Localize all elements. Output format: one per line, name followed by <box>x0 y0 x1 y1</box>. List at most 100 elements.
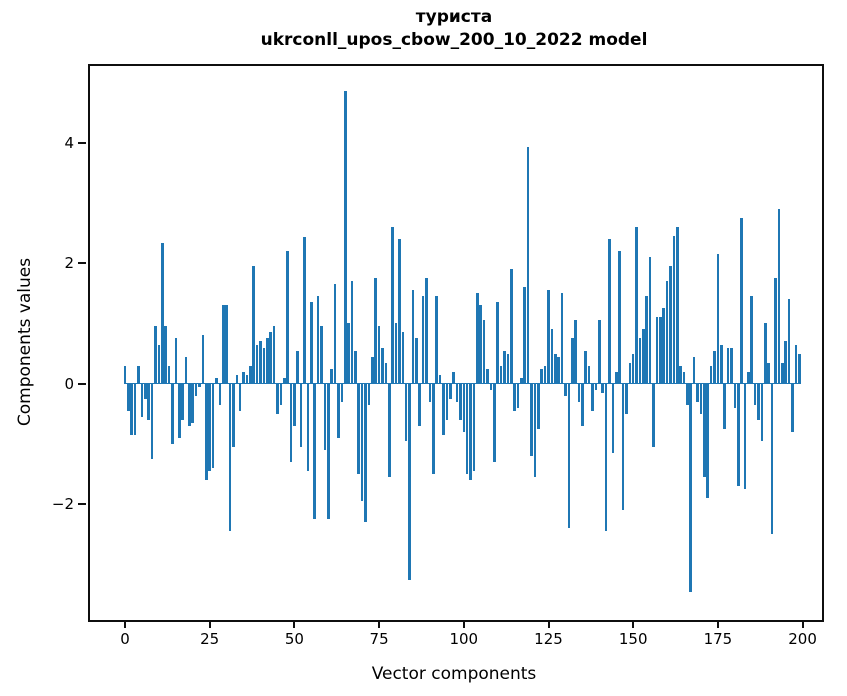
bar <box>272 326 276 384</box>
bar <box>167 365 171 384</box>
bar <box>164 326 167 384</box>
bar <box>354 350 357 384</box>
bar <box>221 305 225 384</box>
bar <box>323 383 327 450</box>
bar <box>503 350 506 384</box>
bar <box>232 383 235 447</box>
x-tick-mark <box>801 620 804 628</box>
chart-title: туриста ukrconll_upos_cbow_200_10_2022 m… <box>88 6 820 52</box>
bar <box>228 383 232 532</box>
bar <box>421 296 425 384</box>
bar <box>150 383 154 460</box>
y-tick-label: 4 <box>64 133 74 152</box>
bar <box>455 383 459 402</box>
bar <box>347 323 350 384</box>
bar <box>543 365 547 384</box>
bar <box>665 281 669 384</box>
bar <box>598 320 601 384</box>
bar <box>479 305 483 384</box>
bar <box>381 347 384 384</box>
bar <box>797 353 801 384</box>
bar <box>726 347 730 384</box>
bar <box>740 217 743 384</box>
bar <box>225 305 228 384</box>
bar <box>767 362 770 384</box>
bar <box>777 208 781 384</box>
bar <box>482 320 486 384</box>
y-tick-label: 2 <box>64 254 74 273</box>
bar <box>743 383 747 490</box>
bar <box>577 383 581 402</box>
bar <box>787 299 791 384</box>
bar <box>719 344 723 384</box>
x-tick-label: 75 <box>369 630 389 648</box>
bar <box>533 383 537 478</box>
bar <box>459 383 462 420</box>
y-tick-mark <box>78 262 86 265</box>
bar <box>130 383 134 435</box>
bar <box>492 383 496 463</box>
x-tick-mark <box>378 620 381 628</box>
bar <box>625 383 628 414</box>
bar <box>601 383 604 393</box>
bar <box>621 383 625 511</box>
x-tick-label: 125 <box>534 630 563 648</box>
bar <box>194 383 198 396</box>
bar <box>269 332 272 384</box>
x-tick-label: 25 <box>200 630 220 648</box>
bar <box>123 365 127 384</box>
bar <box>326 383 330 520</box>
bar <box>730 347 733 384</box>
bar <box>249 365 252 384</box>
bar <box>499 365 503 384</box>
bar <box>310 302 313 384</box>
bar <box>523 287 527 384</box>
bar <box>760 383 764 441</box>
bar <box>415 338 418 384</box>
bar <box>181 383 184 420</box>
bar <box>581 383 584 426</box>
y-tick-mark <box>78 503 86 506</box>
bar <box>245 374 249 384</box>
bar <box>411 290 415 384</box>
bar <box>472 383 476 472</box>
bar <box>587 365 591 384</box>
bar <box>313 383 317 520</box>
bar <box>408 383 411 581</box>
chart-title-word: туриста <box>415 7 493 27</box>
bar <box>631 353 635 384</box>
bar <box>753 383 757 405</box>
bar <box>692 356 696 384</box>
bar <box>550 329 554 384</box>
bar <box>509 269 513 384</box>
bar <box>489 383 493 390</box>
bar <box>675 226 679 384</box>
bar <box>774 278 777 384</box>
bar <box>438 374 442 384</box>
x-tick-label: 175 <box>703 630 733 648</box>
bar <box>265 338 269 384</box>
bar <box>557 356 560 384</box>
bar <box>286 251 289 384</box>
bar <box>591 383 594 411</box>
bar <box>662 308 665 384</box>
bar <box>672 235 676 384</box>
bar <box>537 383 540 429</box>
bar <box>679 365 682 384</box>
bar <box>669 266 672 384</box>
bar <box>367 383 371 405</box>
bar <box>432 383 435 475</box>
bar <box>764 323 767 384</box>
bar <box>655 317 659 384</box>
bar <box>208 383 211 472</box>
x-tick-label: 50 <box>284 630 304 648</box>
bar <box>611 383 615 453</box>
bar <box>476 293 479 384</box>
bar <box>770 383 774 535</box>
bar <box>147 383 150 420</box>
bar <box>469 383 472 481</box>
bar <box>218 383 222 405</box>
x-tick-mark <box>124 620 126 628</box>
bar <box>160 243 164 384</box>
bar <box>696 383 699 402</box>
